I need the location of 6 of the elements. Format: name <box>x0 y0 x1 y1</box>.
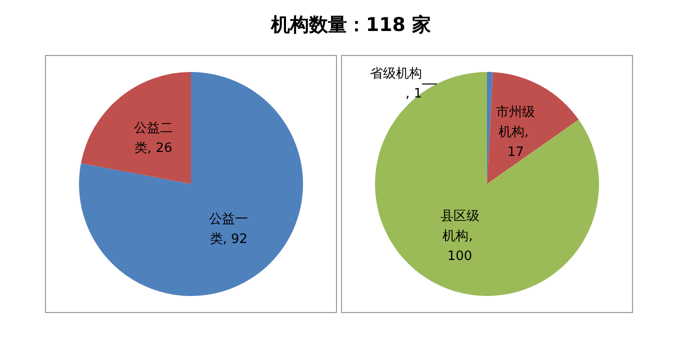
slice-label: 市州级机构, 17 <box>496 104 536 160</box>
slice-label: 县区级机构, 100 <box>440 208 480 264</box>
slice-label: 公益一类, 92 <box>209 212 248 247</box>
text: 机构数量：118 家 <box>270 13 432 38</box>
slice-label: 省级机构 <box>370 66 422 82</box>
slice-label: 公益二类, 26 <box>134 121 173 156</box>
